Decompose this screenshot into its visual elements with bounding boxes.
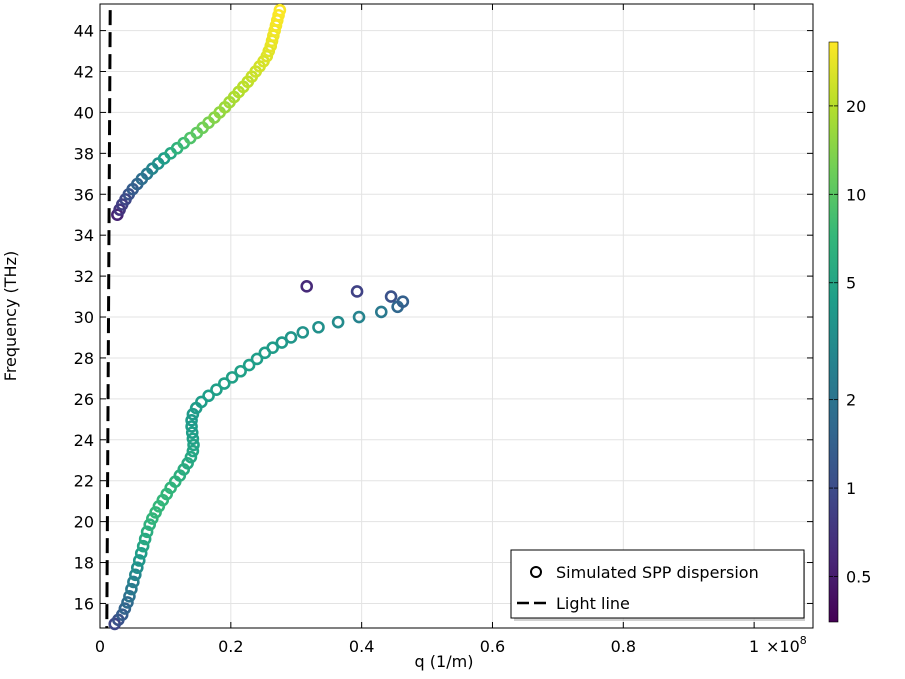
colorbar-tick-label-2: 2 bbox=[846, 391, 856, 410]
data-point-32 bbox=[185, 414, 198, 427]
data-point-31 bbox=[185, 420, 198, 433]
colorbar-tick-label-1: 1 bbox=[846, 479, 856, 498]
data-point-16 bbox=[146, 512, 159, 525]
data-point-12 bbox=[136, 539, 150, 553]
y-tick-label-0: 16 bbox=[74, 594, 94, 613]
y-tick-label-12: 40 bbox=[74, 103, 94, 122]
data-point-96 bbox=[272, 8, 285, 22]
data-point-53 bbox=[396, 295, 410, 308]
colorbar-tick-label-5: 20 bbox=[846, 97, 866, 116]
data-point-44 bbox=[266, 341, 279, 355]
x-tick-label-4: 0.8 bbox=[611, 637, 636, 656]
y-tick-label-3: 22 bbox=[74, 472, 94, 491]
data-point-51 bbox=[374, 305, 388, 319]
y-tick-label-14: 44 bbox=[74, 22, 94, 41]
data-point-15 bbox=[143, 518, 157, 531]
data-point-40 bbox=[234, 364, 247, 378]
legend-entry-spp: Simulated SPP dispersion bbox=[556, 563, 759, 582]
x-axis-label: q (1/m) bbox=[415, 652, 474, 671]
data-point-54 bbox=[384, 290, 398, 303]
data-point-27 bbox=[186, 444, 200, 458]
data-point-7 bbox=[127, 575, 140, 589]
data-point-17 bbox=[149, 506, 162, 519]
x-axis-ticks: 0 0.2 0.4 0.6 0.8 1 bbox=[95, 4, 759, 656]
data-point-2 bbox=[115, 608, 129, 622]
data-point-9 bbox=[130, 561, 144, 574]
y-tick-label-7: 30 bbox=[74, 308, 94, 327]
data-point-26 bbox=[184, 450, 198, 464]
data-point-11 bbox=[134, 547, 148, 560]
colorbar-tick-label-3: 5 bbox=[846, 274, 856, 293]
data-point-47 bbox=[296, 326, 310, 339]
y-axis-label: Frequency (THz) bbox=[1, 251, 20, 381]
colorbar-ticks: 0.5 1 2 5 10 20 bbox=[829, 97, 871, 586]
x-tick-label-2: 0.4 bbox=[349, 637, 374, 656]
legend-marker-circle bbox=[530, 566, 542, 578]
data-point-8 bbox=[129, 568, 142, 582]
data-point-25 bbox=[181, 457, 194, 470]
data-point-37 bbox=[210, 383, 223, 396]
x-axis-multiplier: ×108 bbox=[766, 634, 807, 656]
x-tick-label-1: 0.2 bbox=[218, 637, 243, 656]
colorbar bbox=[828, 41, 839, 623]
y-tick-label-8: 32 bbox=[74, 267, 94, 286]
x-tick-label-0: 0 bbox=[95, 637, 105, 656]
colorbar-tick-label-4: 10 bbox=[846, 185, 866, 204]
data-point-35 bbox=[195, 395, 208, 409]
legend-box bbox=[510, 549, 805, 619]
y-axis-ticks: 16 18 20 22 24 26 28 30 32 34 36 38 40 42 44 bbox=[74, 22, 813, 613]
data-point-46 bbox=[284, 331, 298, 344]
light-line bbox=[105, 10, 112, 629]
data-point-28 bbox=[187, 438, 200, 452]
plot-frame bbox=[99, 3, 814, 629]
colorbar-tick-label-0: 0.5 bbox=[846, 567, 871, 586]
data-point-45 bbox=[275, 336, 289, 349]
data-point-6 bbox=[125, 582, 138, 596]
data-point-97 bbox=[273, 3, 287, 17]
data-point-55 bbox=[350, 285, 364, 298]
y-tick-label-11: 38 bbox=[74, 144, 94, 163]
grid bbox=[99, 4, 813, 628]
data-point-36 bbox=[202, 389, 215, 403]
x-tick-label-3: 0.6 bbox=[480, 637, 505, 656]
data-point-33 bbox=[186, 407, 200, 421]
y-tick-label-5: 26 bbox=[74, 390, 94, 409]
data-point-42 bbox=[250, 352, 264, 366]
data-point-41 bbox=[242, 358, 256, 372]
legend: Simulated SPP dispersion Light line bbox=[510, 549, 805, 621]
legend-entry-light-line: Light line bbox=[556, 594, 630, 613]
y-tick-label-4: 24 bbox=[74, 431, 94, 450]
data-points bbox=[108, 3, 410, 631]
y-tick-label-10: 36 bbox=[74, 185, 94, 204]
y-tick-label-9: 34 bbox=[74, 226, 94, 245]
data-point-38 bbox=[217, 377, 231, 390]
data-point-13 bbox=[138, 532, 152, 546]
data-point-39 bbox=[225, 371, 239, 384]
data-point-50 bbox=[352, 310, 366, 324]
x-multiplier-exponent: 8 bbox=[800, 634, 807, 647]
data-point-3 bbox=[118, 602, 132, 615]
x-tick-label-5: 1 bbox=[749, 637, 759, 656]
y-tick-label-13: 42 bbox=[74, 63, 94, 82]
data-point-10 bbox=[132, 554, 146, 567]
x-multiplier-base: ×10 bbox=[766, 637, 800, 656]
y-tick-label-1: 18 bbox=[74, 554, 94, 573]
y-tick-label-2: 20 bbox=[74, 513, 94, 532]
data-point-56 bbox=[300, 280, 314, 293]
data-point-29 bbox=[186, 432, 200, 446]
data-point-48 bbox=[312, 320, 325, 334]
data-point-5 bbox=[123, 589, 136, 603]
data-point-49 bbox=[331, 315, 345, 329]
data-point-14 bbox=[140, 525, 154, 539]
y-tick-label-6: 28 bbox=[74, 349, 94, 368]
data-point-30 bbox=[185, 426, 199, 439]
data-point-4 bbox=[121, 596, 134, 609]
